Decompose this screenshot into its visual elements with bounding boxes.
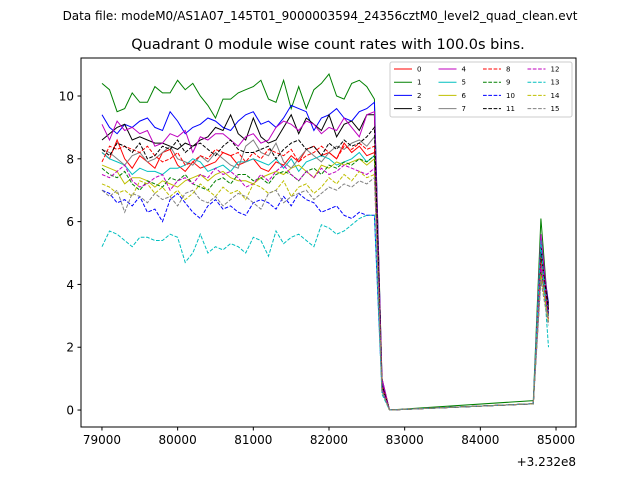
- legend-label-7: 7: [462, 105, 466, 113]
- legend-label-13: 13: [551, 79, 560, 87]
- series-line-2: [101, 101, 549, 411]
- series-line-10: [101, 189, 549, 411]
- series-line-13: [101, 214, 549, 411]
- series-line-6: [101, 157, 549, 411]
- y-tick-label: 6: [66, 215, 74, 229]
- legend-label-12: 12: [551, 66, 560, 74]
- legend-label-6: 6: [462, 92, 467, 100]
- legend-label-14: 14: [551, 92, 560, 100]
- suptitle: Data file: modeM0/AS1A07_145T01_90000035…: [63, 9, 578, 23]
- series-line-1: [101, 72, 549, 411]
- legend-label-10: 10: [506, 92, 515, 100]
- x-axis: 79000 80000 81000 82000 83000 84000 85000: [83, 427, 575, 447]
- y-tick-label: 4: [66, 278, 74, 292]
- series-lines: [101, 72, 549, 411]
- series-line-9: [101, 154, 549, 411]
- legend-label-0: 0: [417, 66, 421, 74]
- legend-label-5: 5: [462, 79, 466, 87]
- legend-label-11: 11: [506, 105, 515, 113]
- y-tick-label: 10: [59, 89, 74, 103]
- x-tick-label: 83000: [386, 433, 424, 447]
- legend-label-9: 9: [506, 79, 510, 87]
- legend-label-15: 15: [551, 105, 560, 113]
- legend-label-8: 8: [506, 66, 510, 74]
- y-tick-label: 0: [66, 404, 74, 418]
- x-tick-label: 84000: [461, 433, 499, 447]
- x-tick-label: 85000: [537, 433, 575, 447]
- series-line-7: [101, 135, 549, 411]
- legend-label-3: 3: [417, 105, 421, 113]
- y-tick-label: 8: [66, 152, 74, 166]
- y-tick-label: 2: [66, 341, 74, 355]
- y-axis: 0 2 4 6 8 10: [59, 89, 81, 418]
- x-offset-text: +3.232e8: [517, 455, 576, 469]
- legend-label-4: 4: [462, 66, 467, 74]
- series-line-5: [101, 151, 549, 411]
- series-line-14: [101, 170, 549, 411]
- legend-label-1: 1: [417, 79, 421, 87]
- series-line-15: [101, 176, 549, 411]
- series-line-0: [101, 138, 549, 411]
- x-tick-label: 81000: [234, 433, 272, 447]
- x-tick-label: 80000: [159, 433, 197, 447]
- series-line-11: [101, 126, 549, 411]
- legend-label-2: 2: [417, 92, 421, 100]
- chart-title: Quadrant 0 module wise count rates with …: [131, 37, 525, 53]
- series-line-8: [101, 142, 549, 411]
- x-tick-label: 79000: [83, 433, 121, 447]
- series-line-4: [101, 110, 549, 411]
- legend-box: [389, 61, 573, 118]
- series-line-3: [101, 113, 549, 411]
- series-line-12: [101, 164, 549, 411]
- x-tick-label: 82000: [310, 433, 348, 447]
